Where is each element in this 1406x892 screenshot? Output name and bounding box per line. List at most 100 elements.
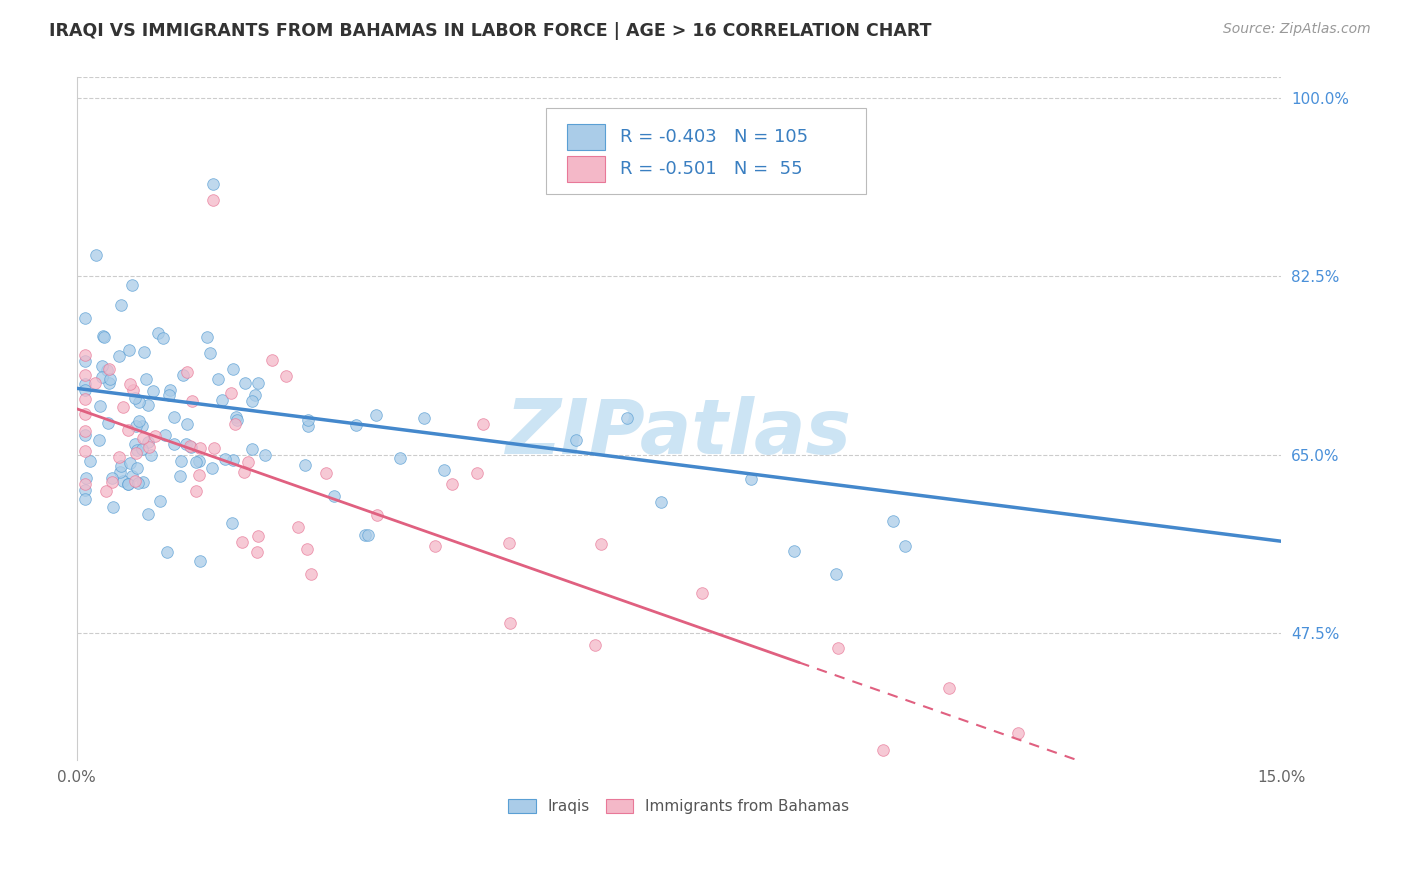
- Point: [236, 455, 259, 469]
- Point: [180, 440, 202, 454]
- Point: [295, 542, 318, 557]
- Point: [98, 372, 121, 386]
- Point: [882, 515, 904, 529]
- Point: [344, 417, 367, 432]
- Point: [73, 348, 96, 362]
- Point: [425, 539, 447, 553]
- Point: [388, 450, 411, 465]
- Point: [297, 419, 319, 434]
- Point: [97, 416, 120, 430]
- Point: [202, 441, 225, 455]
- Point: [219, 385, 242, 400]
- Point: [872, 743, 894, 757]
- Point: [323, 489, 346, 503]
- Point: [1007, 726, 1029, 740]
- Point: [132, 344, 155, 359]
- Point: [73, 376, 96, 391]
- Point: [73, 444, 96, 458]
- Point: [73, 483, 96, 497]
- Point: [224, 417, 246, 431]
- Point: [107, 349, 129, 363]
- Point: [894, 539, 917, 553]
- Point: [91, 329, 114, 343]
- Point: [221, 516, 243, 530]
- Legend: Iraqis, Immigrants from Bahamas: Iraqis, Immigrants from Bahamas: [509, 799, 849, 814]
- Point: [240, 394, 263, 409]
- Point: [201, 461, 224, 475]
- Point: [188, 441, 211, 455]
- Point: [163, 409, 186, 424]
- Point: [87, 433, 110, 447]
- Point: [127, 442, 149, 457]
- Point: [125, 419, 148, 434]
- Text: IRAQI VS IMMIGRANTS FROM BAHAMAS IN LABOR FORCE | AGE > 16 CORRELATION CHART: IRAQI VS IMMIGRANTS FROM BAHAMAS IN LABO…: [49, 22, 932, 40]
- Point: [245, 545, 267, 559]
- Point: [125, 461, 148, 475]
- Point: [226, 413, 249, 427]
- Point: [110, 465, 132, 479]
- Point: [202, 193, 225, 207]
- Point: [433, 463, 456, 477]
- Point: [117, 423, 139, 437]
- Point: [354, 528, 377, 542]
- Point: [200, 346, 222, 360]
- Point: [412, 410, 434, 425]
- Point: [262, 353, 284, 368]
- Point: [938, 681, 960, 695]
- Point: [465, 466, 488, 480]
- Point: [299, 567, 322, 582]
- Point: [128, 395, 150, 409]
- Point: [202, 178, 225, 192]
- Point: [131, 419, 153, 434]
- Point: [233, 465, 256, 479]
- Point: [98, 376, 121, 390]
- Point: [188, 454, 211, 468]
- Point: [294, 458, 316, 472]
- Point: [91, 370, 114, 384]
- Point: [89, 399, 111, 413]
- Point: [254, 448, 277, 462]
- Point: [132, 431, 155, 445]
- Point: [96, 484, 118, 499]
- Point: [499, 616, 522, 631]
- Point: [152, 331, 174, 345]
- Text: Source: ZipAtlas.com: Source: ZipAtlas.com: [1223, 22, 1371, 37]
- Point: [73, 383, 96, 397]
- Point: [124, 436, 146, 450]
- Point: [650, 494, 672, 508]
- Point: [121, 383, 143, 397]
- Point: [616, 411, 638, 425]
- Point: [127, 475, 149, 490]
- Point: [827, 640, 849, 655]
- Point: [824, 567, 846, 582]
- Point: [441, 477, 464, 491]
- Point: [155, 545, 177, 559]
- Point: [117, 477, 139, 491]
- Point: [214, 452, 236, 467]
- FancyBboxPatch shape: [547, 108, 866, 194]
- Point: [181, 393, 204, 408]
- Point: [84, 248, 107, 262]
- Point: [157, 388, 180, 402]
- Point: [73, 476, 96, 491]
- Point: [162, 437, 184, 451]
- Point: [159, 383, 181, 397]
- Point: [498, 536, 520, 550]
- Point: [222, 452, 245, 467]
- Point: [124, 474, 146, 488]
- Point: [136, 507, 159, 521]
- Point: [356, 528, 378, 542]
- Point: [274, 369, 297, 384]
- Point: [73, 392, 96, 406]
- Point: [118, 376, 141, 391]
- Point: [73, 491, 96, 506]
- Text: R = -0.501   N =  55: R = -0.501 N = 55: [620, 160, 803, 178]
- Point: [186, 484, 208, 499]
- Point: [231, 534, 253, 549]
- Point: [782, 543, 804, 558]
- Point: [132, 475, 155, 490]
- Point: [564, 433, 586, 447]
- Point: [176, 365, 198, 379]
- Point: [190, 554, 212, 568]
- Point: [692, 585, 714, 599]
